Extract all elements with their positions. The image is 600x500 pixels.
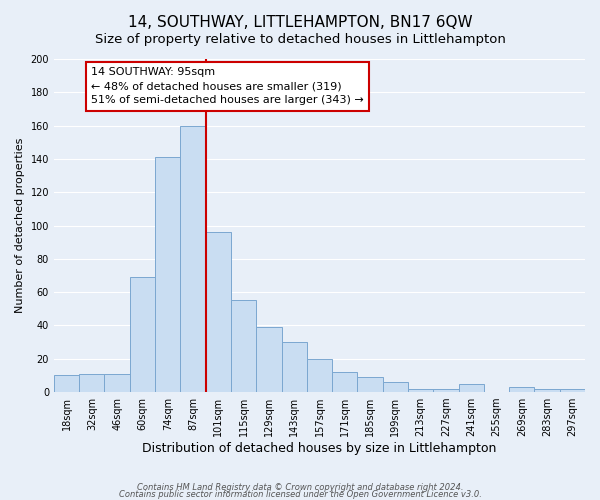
Bar (332, 372, 358, 392)
Bar (509, 387, 535, 392)
Bar (256, 327, 281, 392)
X-axis label: Distribution of detached houses by size in Littlehampton: Distribution of detached houses by size … (142, 442, 497, 455)
Bar (54, 376, 79, 392)
Bar (206, 232, 231, 392)
Bar (560, 389, 585, 392)
Bar (458, 384, 484, 392)
Text: 14 SOUTHWAY: 95sqm
← 48% of detached houses are smaller (319)
51% of semi-detach: 14 SOUTHWAY: 95sqm ← 48% of detached hou… (91, 68, 364, 106)
Bar (231, 300, 256, 392)
Bar (307, 359, 332, 392)
Text: Contains HM Land Registry data © Crown copyright and database right 2024.: Contains HM Land Registry data © Crown c… (137, 484, 463, 492)
Y-axis label: Number of detached properties: Number of detached properties (15, 138, 25, 313)
Text: 14, SOUTHWAY, LITTLEHAMPTON, BN17 6QW: 14, SOUTHWAY, LITTLEHAMPTON, BN17 6QW (128, 15, 472, 30)
Bar (433, 389, 458, 392)
Bar (535, 389, 560, 392)
Text: Contains public sector information licensed under the Open Government Licence v3: Contains public sector information licen… (119, 490, 481, 499)
Bar (104, 374, 130, 392)
Bar (155, 158, 181, 392)
Bar (383, 382, 408, 392)
Bar (130, 277, 155, 392)
Bar (358, 377, 383, 392)
Bar (281, 342, 307, 392)
Text: Size of property relative to detached houses in Littlehampton: Size of property relative to detached ho… (95, 32, 505, 46)
Bar (181, 126, 206, 392)
Bar (79, 374, 104, 392)
Bar (408, 389, 433, 392)
